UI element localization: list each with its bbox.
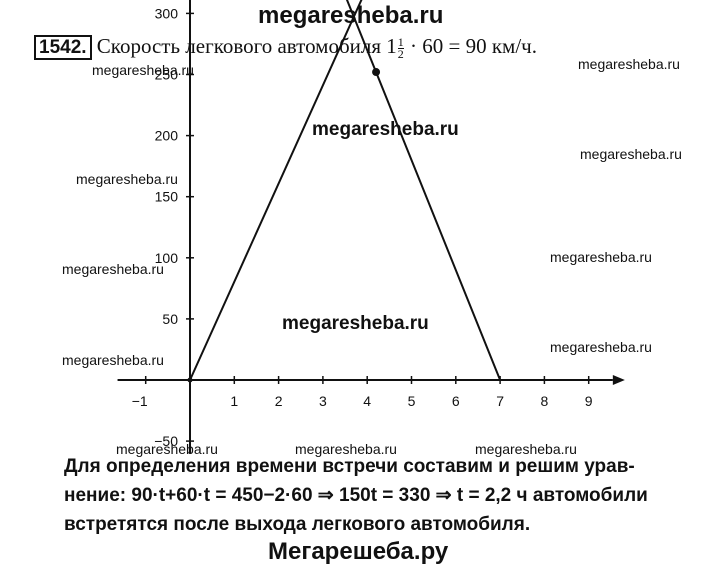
x-tick-label: 4 — [363, 393, 371, 409]
series-line-1 — [345, 0, 502, 381]
x-tick-label: −1 — [132, 393, 148, 409]
series-line-2 — [189, 0, 363, 381]
watermark: megaresheba.ru — [578, 56, 680, 72]
y-tick-label: 200 — [155, 128, 179, 144]
origin-point — [187, 377, 193, 383]
intersection-point — [372, 68, 381, 77]
solution-text: Для определения времени встречи составим… — [64, 452, 714, 539]
watermark: megaresheba.ru — [580, 146, 682, 162]
x-tick-label: 2 — [275, 393, 283, 409]
solution-line-3: встретятся после выхода легкового автомо… — [64, 514, 531, 535]
y-tick-label: 100 — [155, 250, 179, 266]
watermark: megaresheba.ru — [550, 339, 652, 355]
x-tick-label: 9 — [585, 393, 593, 409]
solution-line-2: нение: 90·t+60·t = 450−2·60 ⇒ 150t = 330… — [64, 485, 648, 506]
site-footer: Мегарешеба.ру — [268, 538, 449, 565]
watermark-large: megaresheba.ru — [312, 119, 459, 140]
problem-text-after: · 60 = 90 км/ч. — [410, 34, 537, 58]
watermark: megaresheba.ru — [76, 171, 178, 187]
watermark: megaresheba.ru — [92, 62, 194, 78]
y-tick-label: 300 — [155, 5, 179, 21]
y-tick-label: 50 — [162, 311, 178, 327]
watermark: megaresheba.ru — [550, 249, 652, 265]
x-tick-label: 7 — [496, 393, 504, 409]
y-tick-label: 150 — [155, 189, 179, 205]
solution-line-1: Для определения времени встречи составим… — [64, 456, 635, 477]
problem-number: 1542. — [34, 35, 92, 60]
watermark: megaresheba.ru — [116, 441, 218, 457]
x-tick-label: 3 — [319, 393, 327, 409]
x-tick-label: 8 — [541, 393, 549, 409]
x-tick-label: 5 — [408, 393, 416, 409]
x-tick-label: 6 — [452, 393, 460, 409]
problem-text-before: Скорость легкового автомобиля 1 — [96, 34, 397, 58]
watermark: megaresheba.ru — [62, 261, 164, 277]
x-tick-label: 1 — [230, 393, 238, 409]
watermark: megaresheba.ru — [475, 441, 577, 457]
y-tick-label: 250 — [155, 67, 179, 83]
watermark-large: megaresheba.ru — [282, 313, 429, 334]
watermark: megaresheba.ru — [62, 352, 164, 368]
y-tick-label: −50 — [154, 433, 178, 449]
fraction-denominator: 2 — [397, 46, 404, 61]
watermark: megaresheba.ru — [295, 441, 397, 457]
fraction-numerator: 1 — [397, 34, 404, 49]
x-axis-arrow — [612, 375, 625, 385]
